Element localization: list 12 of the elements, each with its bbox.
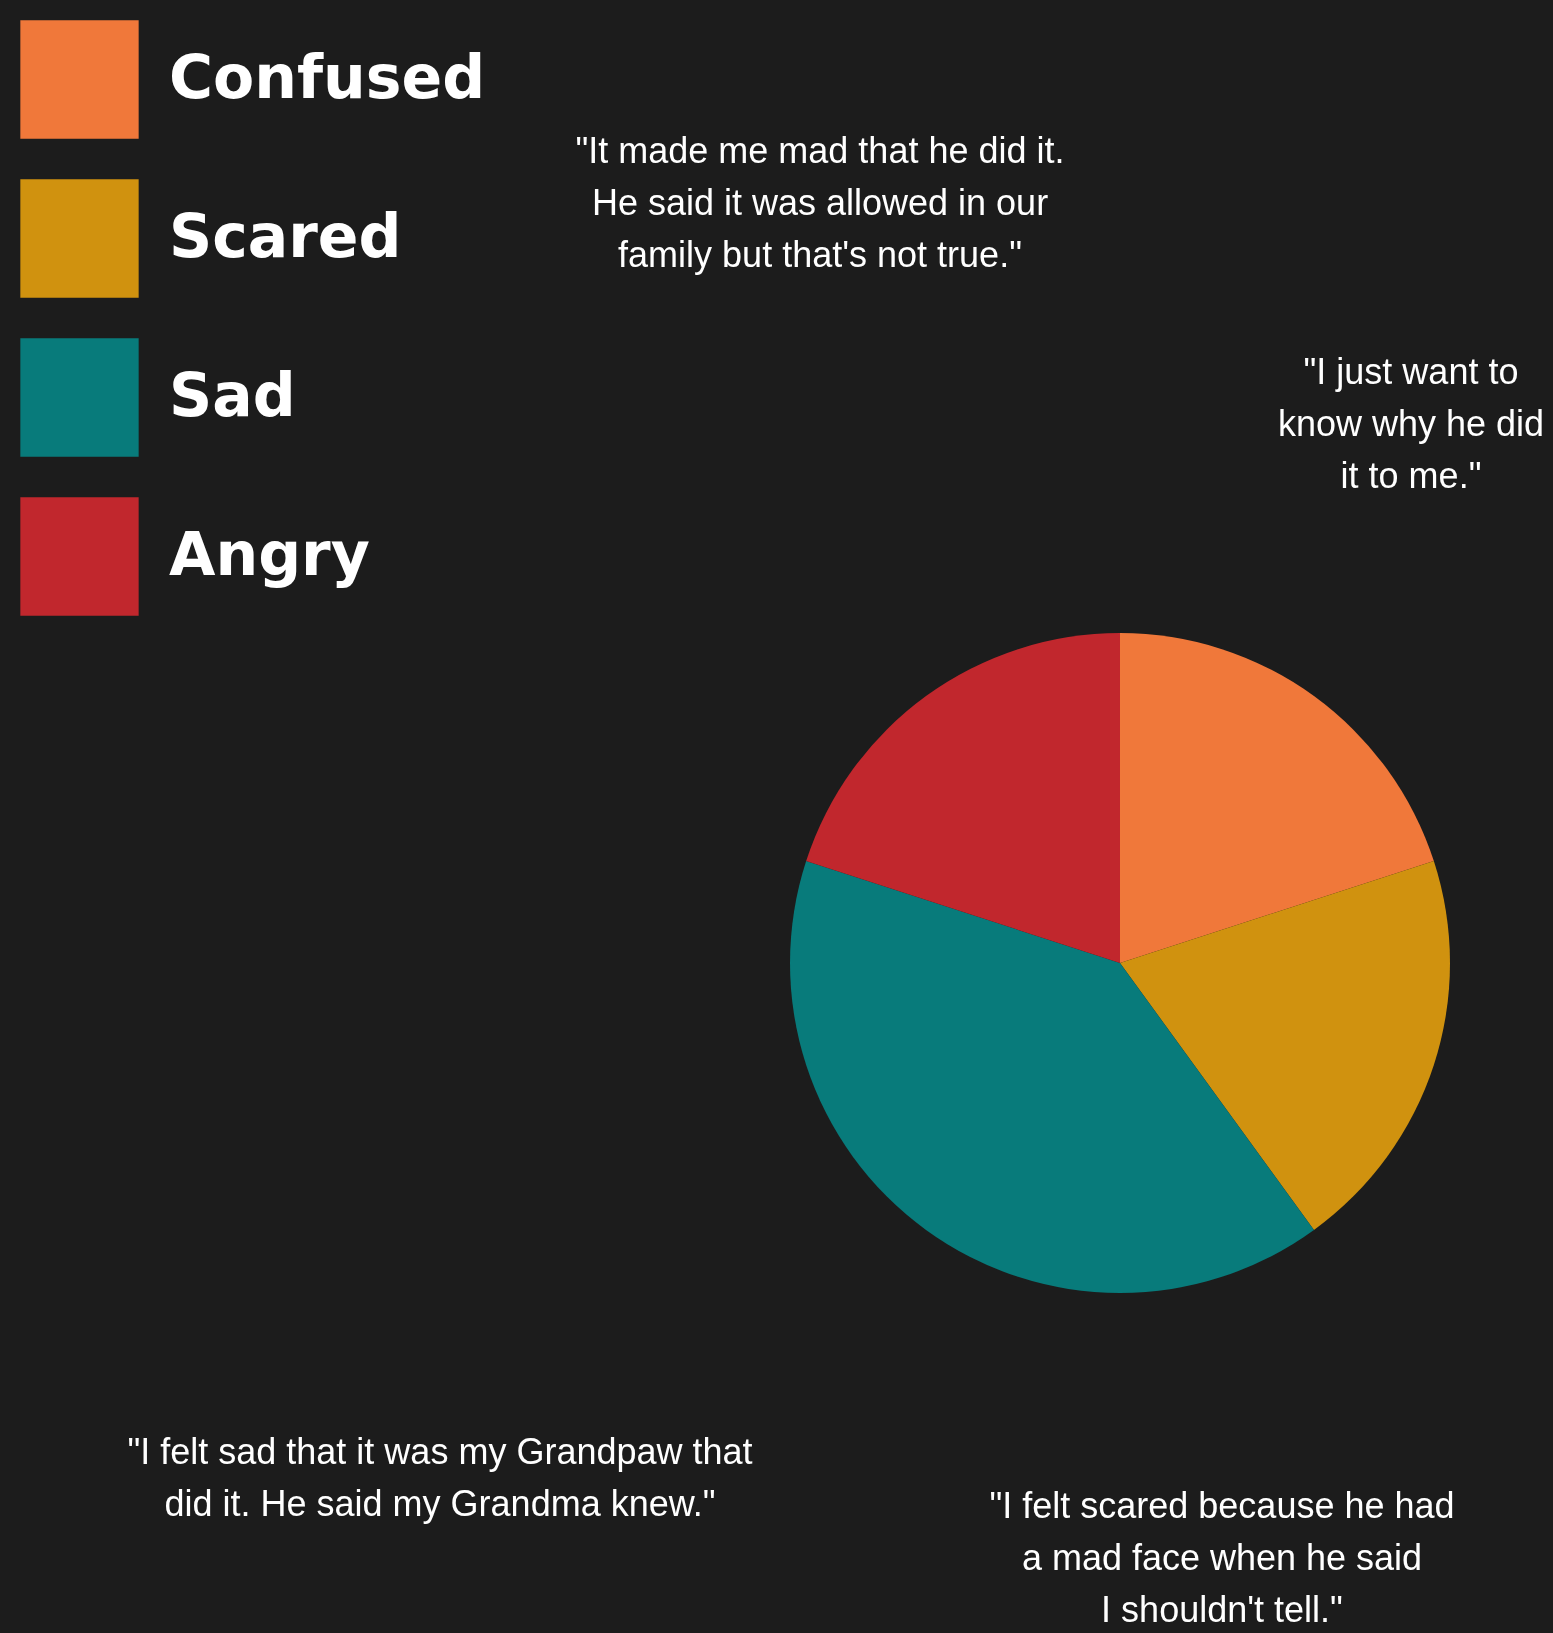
pie-slice <box>790 861 1314 1293</box>
pie-slice <box>806 633 1120 963</box>
text: "I felt sad that it was my Grandpaw that did it. He said my Grandma knew." <box>127 1431 753 1524</box>
legend-label: Angry <box>169 518 370 589</box>
text: "It made me mad that he did it. He said it was allowed in our family but that's not true." <box>575 130 1065 275</box>
text: "I just want to know why he did it to me." <box>1277 351 1545 496</box>
legend-label: Confused <box>169 41 486 112</box>
legend-label: Sad <box>169 359 296 430</box>
text: "I felt scared because he had a mad face when he said I shouldn't tell." <box>989 1485 1455 1630</box>
pie-slice <box>1120 633 1434 963</box>
legend-label: Scared <box>169 200 402 271</box>
pie-slice <box>1120 861 1450 1230</box>
